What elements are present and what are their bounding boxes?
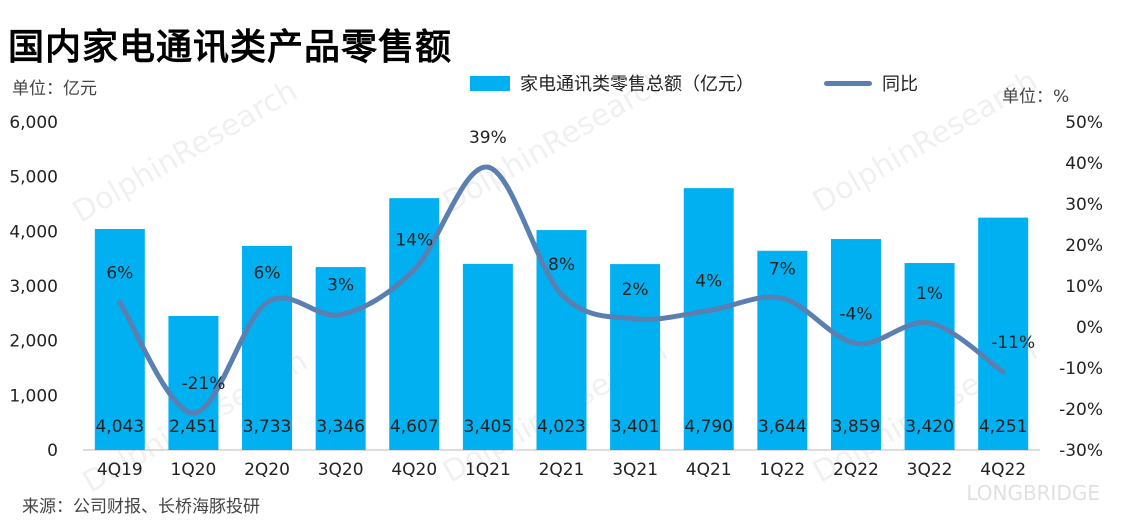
x-axis-tick: 2Q21 (539, 460, 585, 480)
left-axis-tick: 0 (47, 441, 58, 461)
bar (315, 267, 366, 450)
yoy-line (117, 164, 1006, 416)
bar (978, 217, 1029, 450)
x-axis-tick: 1Q22 (759, 460, 805, 480)
left-axis-tick: 2,000 (9, 332, 58, 352)
bar (242, 245, 293, 450)
legend-line-swatch (824, 80, 872, 86)
yoy-value-label: 14% (395, 231, 433, 251)
x-axis-tick: 4Q21 (686, 460, 732, 480)
right-axis-tick: 50% (1065, 113, 1103, 133)
bar (904, 263, 955, 450)
watermark-text: DolphinResearch (807, 63, 1043, 220)
bar-value-label: 4,790 (684, 417, 733, 437)
x-axis-tick: 2Q22 (833, 460, 879, 480)
right-axis-tick: 30% (1065, 195, 1103, 215)
x-axis-tick: 3Q22 (907, 460, 953, 480)
yoy-value-label: 4% (695, 272, 722, 292)
chart-title: 国内家电通讯类产品零售额 (8, 27, 453, 68)
x-axis-tick: 2Q20 (244, 460, 290, 480)
bar-value-label: 3,401 (611, 417, 660, 437)
yoy-value-label: 8% (548, 255, 575, 275)
yoy-value-label: -21% (181, 374, 225, 394)
bar-value-label: 3,733 (243, 417, 292, 437)
right-axis-tick: 0% (1076, 318, 1103, 338)
bar-value-label: 3,346 (316, 417, 365, 437)
right-axis-tick: -30% (1059, 441, 1103, 461)
bar-value-label: 2,451 (169, 417, 218, 437)
legend-bar-label: 家电通讯类零售总额（亿元） (520, 74, 754, 95)
source-note: 来源：公司财报、长桥海豚投研 (22, 497, 260, 517)
left-axis-tick: 6,000 (9, 113, 58, 133)
legend-line-label: 同比 (882, 74, 918, 95)
left-axis-tick: 4,000 (9, 222, 58, 242)
legend-bar-swatch (470, 75, 510, 91)
x-axis-tick: 4Q22 (980, 460, 1026, 480)
right-axis-tick: 10% (1065, 277, 1103, 297)
bar-value-label: 3,859 (832, 417, 881, 437)
left-axis-tick: 1,000 (9, 386, 58, 406)
left-axis-unit: 单位：亿元 (12, 79, 97, 99)
bar (462, 263, 513, 450)
x-axis-tick: 4Q19 (97, 460, 143, 480)
yoy-value-label: -4% (839, 304, 872, 324)
yoy-value-label: 39% (469, 128, 507, 148)
bar (757, 250, 808, 450)
yoy-value-label: 3% (327, 276, 354, 296)
right-axis-tick: -20% (1059, 400, 1103, 420)
yoy-value-label: 2% (622, 280, 649, 300)
x-axis-tick: 1Q21 (465, 460, 511, 480)
bar-value-label: 4,023 (537, 417, 586, 437)
x-axis-tick: 3Q20 (318, 460, 364, 480)
x-axis-tick: 3Q21 (612, 460, 658, 480)
bar-value-label: 3,644 (758, 417, 807, 437)
x-axis-tick: 4Q20 (391, 460, 437, 480)
watermark-logo: LONGBRIDGE (966, 481, 1100, 505)
yoy-value-label: -11% (991, 333, 1035, 353)
right-axis-tick: 20% (1065, 236, 1103, 256)
right-axis-unit: 单位：% (1002, 87, 1070, 107)
right-axis-tick: 40% (1065, 154, 1103, 174)
left-axis-tick: 3,000 (9, 277, 58, 297)
right-axis-tick: -10% (1059, 359, 1103, 379)
x-axis-tick: 1Q20 (171, 460, 217, 480)
yoy-value-label: 6% (106, 263, 133, 283)
bar (610, 264, 661, 450)
bar-value-label: 3,405 (464, 417, 513, 437)
watermark-text: DolphinResearch (67, 73, 303, 230)
bar (168, 316, 219, 450)
legend: 家电通讯类零售总额（亿元） 同比 (470, 70, 918, 96)
bar-value-label: 3,420 (905, 417, 954, 437)
bar (683, 188, 734, 450)
left-axis-tick: 5,000 (9, 168, 58, 188)
yoy-value-label: 6% (254, 263, 281, 283)
bar-value-label: 4,251 (979, 417, 1028, 437)
bar-value-label: 4,607 (390, 417, 439, 437)
yoy-value-label: 1% (916, 284, 943, 304)
bar (389, 198, 440, 450)
bar-value-label: 4,043 (95, 417, 144, 437)
yoy-value-label: 7% (769, 259, 796, 279)
